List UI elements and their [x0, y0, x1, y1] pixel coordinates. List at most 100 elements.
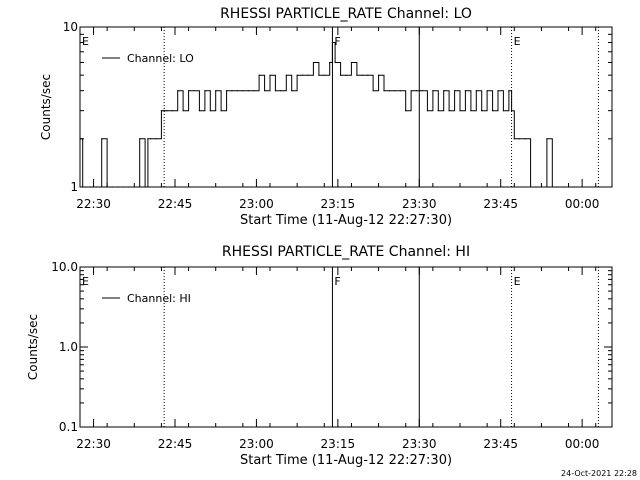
series-point [90, 186, 92, 188]
plot-frame [79, 26, 613, 188]
x-tick-label: 23:30 [402, 197, 437, 211]
series-point [149, 138, 152, 140]
time-marker-label: F [334, 35, 340, 48]
y-tick-label: 1.0 [59, 340, 78, 354]
x-tick-label: 22:30 [76, 437, 111, 451]
series-point [160, 110, 163, 112]
series-point [464, 90, 467, 92]
series-point [459, 110, 461, 112]
time-marker-label: E [82, 275, 89, 288]
chart-title: RHESSI PARTICLE_RATE Channel: LO [220, 6, 472, 22]
series-point [361, 74, 363, 76]
x-tick-label: 23:15 [321, 437, 356, 451]
series-point [117, 186, 119, 188]
series-point [307, 74, 309, 76]
series-point [475, 90, 477, 92]
series-point [394, 90, 396, 92]
series-point [437, 110, 439, 112]
series-point [122, 186, 125, 188]
series-point [481, 110, 483, 112]
series-point [372, 90, 374, 92]
x-axis-label: Start Time (11-Aug-12 22:27:30) [240, 453, 452, 468]
series-point [101, 138, 103, 140]
series-point [331, 41, 334, 44]
series-point [198, 110, 201, 112]
series-point [334, 61, 336, 64]
series-point [182, 110, 184, 112]
series-point [497, 90, 499, 92]
series-point [318, 74, 320, 76]
series-point [269, 74, 271, 76]
series-point [383, 90, 385, 92]
series-point [546, 138, 548, 140]
series-point [177, 90, 179, 92]
series-point [443, 90, 445, 92]
series-point [453, 90, 456, 92]
x-tick-label: 23:00 [239, 437, 274, 451]
series-point [562, 186, 564, 188]
series-point [171, 110, 173, 112]
y-tick-label: 10.0 [51, 260, 78, 274]
series-point [133, 186, 135, 188]
x-tick-label: 23:45 [483, 197, 518, 211]
y-axis-label: Counts/sec [39, 74, 53, 140]
series-point [356, 74, 358, 76]
series-point [82, 186, 84, 188]
x-tick-label: 22:45 [158, 197, 193, 211]
time-marker-label: E [514, 35, 521, 48]
time-marker-label: E [514, 275, 521, 288]
series-point [323, 74, 325, 76]
series-point [193, 90, 195, 92]
series-point [426, 110, 429, 112]
series-point [204, 90, 206, 92]
series-point [421, 90, 423, 92]
series-point [296, 74, 298, 76]
series-point [263, 90, 266, 92]
x-tick-label: 22:30 [76, 197, 111, 211]
series-point [432, 90, 434, 92]
y-tick-label: 10 [63, 20, 78, 34]
x-tick-label: 23:00 [239, 197, 274, 211]
series-point [291, 90, 293, 92]
series-point [367, 74, 369, 76]
series-point [285, 74, 287, 76]
series-point [377, 74, 380, 76]
series-point [139, 138, 141, 140]
series-line [80, 42, 574, 188]
series-point [567, 186, 570, 188]
series-point [551, 186, 553, 188]
series-point [84, 186, 87, 188]
series-point [524, 138, 526, 140]
x-tick-label: 22:45 [158, 437, 193, 451]
series-point [209, 110, 211, 112]
panel-lo-channel: RHESSI PARTICLE_RATE Channel: LO 22:30 22:… [39, 6, 613, 228]
series-point [510, 110, 513, 112]
legend-label: Channel: HI [127, 292, 191, 305]
x-tick-label: 23:45 [483, 437, 518, 451]
series-point [253, 90, 255, 92]
series-point [258, 74, 260, 76]
series-point [166, 110, 168, 112]
series-point [163, 110, 165, 112]
plot-frame [79, 266, 613, 428]
series-point [470, 110, 472, 112]
x-tick-label: 00:00 [565, 437, 600, 451]
series-point [128, 186, 130, 188]
y-tick-label: 1 [70, 180, 78, 194]
x-tick-label: 00:00 [565, 197, 600, 211]
x-tick-label: 23:30 [402, 437, 437, 451]
x-axis-label: Start Time (11-Aug-12 22:27:30) [240, 213, 452, 228]
series-point [301, 74, 304, 76]
series-point [111, 186, 114, 188]
chart-title: RHESSI PARTICLE_RATE Channel: HI [222, 244, 470, 260]
series-point [106, 186, 108, 188]
series-point [540, 186, 543, 188]
legend-label: Channel: LO [127, 52, 194, 65]
footer-timestamp: 24-Oct-2021 22:28 [561, 469, 637, 478]
series-point [225, 90, 228, 92]
series-point [147, 138, 149, 140]
series-point [573, 186, 575, 188]
series-point [529, 186, 532, 188]
x-tick-label: 23:15 [321, 197, 356, 211]
